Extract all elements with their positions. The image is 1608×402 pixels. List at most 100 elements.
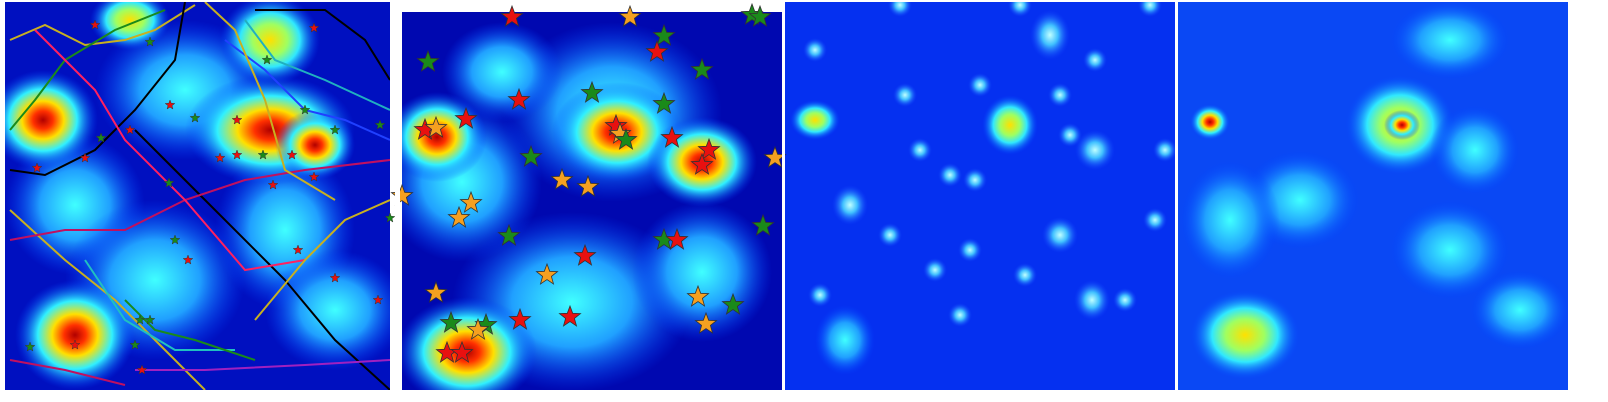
star	[519, 144, 543, 167]
star	[652, 23, 676, 46]
heat-blob	[938, 163, 962, 187]
star	[508, 307, 532, 330]
heat-blob	[402, 297, 537, 390]
star	[163, 177, 175, 188]
panel-4	[1178, 2, 1568, 390]
heat-blob	[1030, 10, 1070, 60]
heat-blob	[442, 22, 562, 122]
route-line	[9, 359, 126, 386]
heat-blob	[888, 2, 912, 17]
heat-blob	[968, 73, 992, 97]
star	[267, 179, 279, 190]
route-line	[9, 209, 206, 390]
heat-blob	[1042, 217, 1078, 253]
heat-blob	[1190, 104, 1230, 140]
star	[257, 149, 269, 160]
route-line	[9, 4, 196, 47]
star	[95, 132, 107, 143]
star	[231, 114, 243, 125]
panel-gap	[1175, 0, 1178, 402]
star	[497, 223, 521, 246]
star	[416, 49, 440, 72]
heat-blob	[1430, 105, 1520, 195]
heat-blob	[832, 185, 868, 225]
star	[69, 339, 81, 350]
star	[24, 341, 36, 352]
panel-2	[402, 12, 782, 390]
route-line	[254, 199, 390, 321]
heat-blob	[1074, 280, 1110, 320]
heat-blob	[1384, 110, 1420, 140]
heat-blob	[963, 168, 987, 192]
star	[89, 19, 101, 30]
heat-blob	[948, 303, 972, 327]
star	[144, 36, 156, 47]
star	[424, 115, 448, 138]
star	[686, 284, 710, 307]
star	[372, 294, 384, 305]
star	[182, 254, 194, 265]
star	[558, 304, 582, 327]
star	[580, 80, 604, 103]
panel-1	[5, 2, 390, 390]
star	[374, 119, 386, 130]
heat-blob	[1190, 290, 1300, 380]
star	[329, 272, 341, 283]
star	[660, 125, 684, 148]
heat-blob	[1083, 48, 1107, 72]
panel-gap	[395, 0, 400, 402]
heat-blob	[1143, 208, 1167, 232]
heat-blob	[790, 100, 840, 140]
star	[573, 243, 597, 266]
heat-blob	[908, 138, 932, 162]
route-line	[244, 19, 390, 111]
star	[466, 317, 490, 340]
stars	[24, 2, 787, 375]
heat-blob	[1390, 200, 1510, 300]
route-line	[255, 9, 390, 81]
heat-blob	[1470, 270, 1568, 350]
heat-blob	[220, 2, 320, 85]
heat-blob	[1013, 263, 1037, 287]
star	[614, 127, 638, 150]
star	[751, 213, 775, 236]
heat-blob	[803, 38, 827, 62]
star	[384, 212, 396, 223]
star	[329, 124, 341, 135]
star	[390, 183, 414, 206]
heat-blob	[1048, 83, 1072, 107]
heat-blob	[402, 92, 487, 182]
heat-blob	[1180, 160, 1280, 280]
star	[124, 124, 136, 135]
star	[79, 152, 91, 163]
star	[231, 149, 243, 160]
heat-blob	[958, 238, 982, 262]
heat-blob	[1390, 2, 1510, 80]
heat-blob	[265, 250, 390, 370]
route-line	[9, 2, 186, 177]
star	[136, 364, 148, 375]
star	[31, 162, 43, 173]
heat-blob	[923, 258, 947, 282]
route-line	[84, 259, 235, 351]
heat-blob	[1138, 2, 1162, 17]
star	[652, 91, 676, 114]
panel-gap	[782, 0, 785, 402]
star	[299, 104, 311, 115]
star	[439, 310, 463, 333]
star	[748, 4, 772, 27]
heat-blob	[5, 70, 98, 170]
heat-blob	[893, 83, 917, 107]
heat-blob	[1008, 2, 1032, 17]
heat-blob	[1113, 288, 1137, 312]
panel-3	[785, 2, 1175, 390]
heat-blob	[982, 95, 1038, 155]
star	[454, 106, 478, 129]
heat-blob	[1075, 130, 1115, 170]
heat-blob	[1153, 138, 1175, 162]
star	[129, 339, 141, 350]
star	[576, 174, 600, 197]
star	[550, 167, 574, 190]
